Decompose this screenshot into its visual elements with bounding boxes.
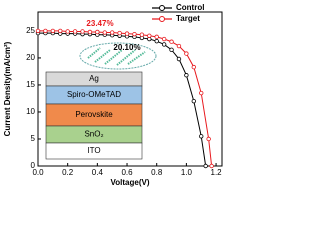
point	[176, 56, 182, 62]
point	[169, 39, 174, 44]
molecule-decoration	[79, 42, 157, 70]
annotation: 20.10%	[113, 43, 140, 52]
x-tick-label: 0.2	[62, 168, 74, 177]
x-tick-label: 1.2	[211, 168, 223, 177]
legend-label: Target	[176, 14, 200, 23]
point	[191, 64, 197, 70]
x-tick-label: 0.6	[121, 168, 133, 177]
point	[199, 90, 204, 96]
x-axis-label: Voltage(V)	[111, 178, 150, 187]
point	[35, 28, 41, 34]
point	[132, 31, 137, 37]
layer-label: Perovskite	[75, 110, 113, 119]
point	[169, 47, 174, 53]
point	[87, 29, 93, 35]
point	[154, 34, 159, 40]
point	[199, 134, 204, 139]
point	[184, 51, 189, 56]
point	[80, 29, 85, 34]
legend-marker	[159, 5, 165, 11]
point	[65, 29, 70, 34]
point	[184, 73, 189, 78]
y-axis-label: Current Density(mA/cm²)	[3, 41, 12, 136]
point	[102, 30, 107, 35]
point	[161, 42, 167, 47]
layer-label: SnO₂	[84, 130, 103, 139]
x-tick-label: 0.4	[92, 168, 104, 177]
point	[147, 33, 152, 38]
point	[95, 29, 100, 35]
y-tick-label: 10	[26, 107, 35, 116]
x-tick-label: 1.0	[181, 168, 193, 177]
layer-label: ITO	[87, 146, 100, 155]
y-tick-label: 20	[26, 53, 35, 62]
y-tick-label: 25	[26, 26, 35, 35]
annotation: 23.47%	[86, 19, 113, 28]
point	[191, 98, 197, 104]
y-tick-label: 5	[31, 134, 36, 143]
plot-frame	[37, 11, 223, 167]
legend-marker	[159, 16, 165, 22]
x-tick-label: 0.0	[32, 168, 44, 177]
layer-label: Spiro-OMeTAD	[67, 90, 121, 99]
point	[58, 28, 63, 34]
legend-label: Control	[176, 3, 204, 12]
chart: Voltage(V) Current Density(mA/cm²) 0.0 0.…	[3, 3, 223, 187]
x-tick-label: 0.8	[151, 168, 163, 177]
point	[209, 163, 214, 169]
point	[154, 38, 159, 44]
point	[124, 31, 130, 36]
point	[50, 28, 56, 34]
point	[117, 30, 122, 36]
point	[109, 30, 115, 35]
point	[176, 43, 182, 49]
point	[43, 28, 48, 34]
point	[161, 36, 167, 42]
point	[139, 32, 145, 37]
molecule-outline	[79, 42, 157, 70]
point	[72, 29, 78, 34]
point	[203, 163, 208, 169]
y-tick-label: 0	[31, 161, 36, 170]
y-tick-label: 15	[26, 80, 35, 89]
layer-label: Ag	[89, 74, 99, 83]
point	[206, 136, 211, 142]
molecule-chains	[87, 47, 146, 66]
layer	[45, 142, 143, 160]
